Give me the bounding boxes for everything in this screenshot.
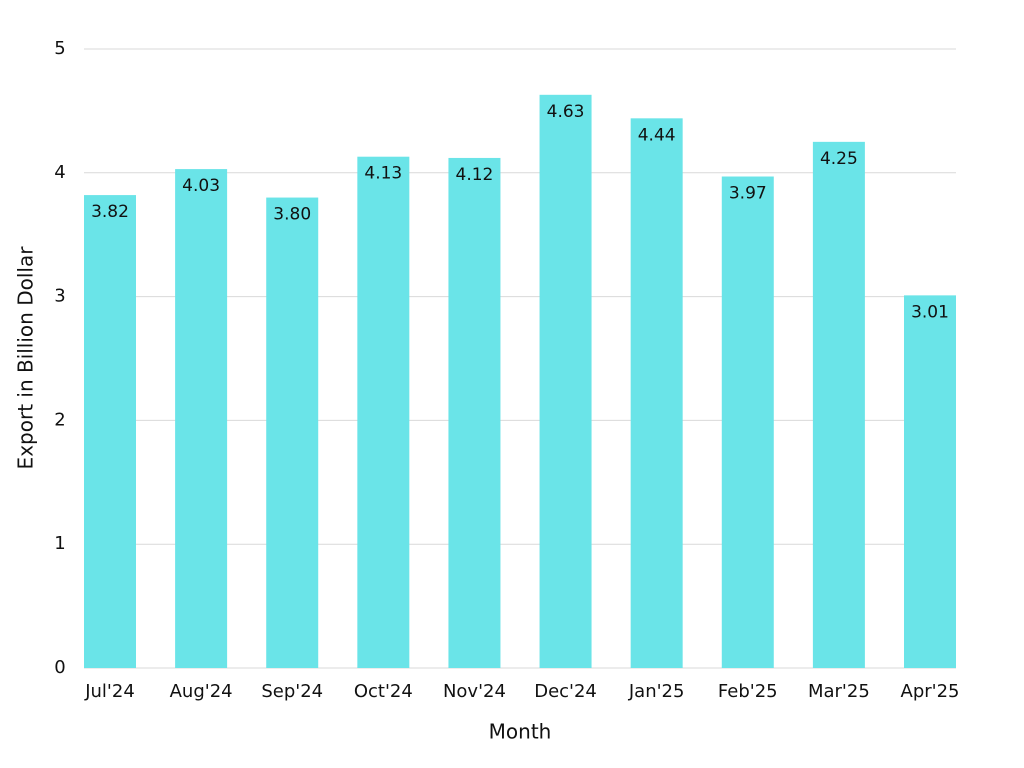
x-tick-label: Oct'24 — [354, 681, 413, 702]
value-label: 4.25 — [820, 149, 858, 169]
x-tick-label: Feb'25 — [718, 681, 778, 702]
y-tick-label: 4 — [54, 162, 65, 183]
value-label: 3.82 — [91, 202, 129, 222]
x-tick-label: Aug'24 — [170, 681, 233, 702]
y-axis-title: Export in Billion Dollar — [14, 246, 38, 470]
bar — [84, 195, 136, 669]
y-tick-label: 0 — [54, 657, 65, 678]
value-label: 4.13 — [364, 164, 402, 184]
x-axis-title: Month — [489, 720, 552, 744]
y-tick-label: 2 — [54, 409, 65, 430]
x-tick-label: Dec'24 — [534, 681, 597, 702]
x-tick-label: Mar'25 — [808, 681, 870, 702]
bar — [266, 197, 319, 668]
bar — [721, 176, 774, 669]
y-tick-label: 3 — [54, 286, 65, 307]
bar — [812, 141, 865, 669]
value-label: 3.97 — [729, 184, 767, 204]
value-label: 3.80 — [273, 205, 311, 225]
value-label: 4.44 — [638, 125, 676, 145]
value-label: 4.03 — [182, 176, 220, 196]
value-label: 3.01 — [911, 302, 949, 322]
x-tick-label: Jan'25 — [628, 681, 685, 702]
bar — [357, 156, 410, 668]
bar — [539, 94, 592, 668]
y-tick-label: 1 — [54, 533, 65, 554]
bar — [175, 169, 228, 668]
value-label: 4.63 — [547, 102, 585, 122]
bar — [904, 295, 956, 668]
x-tick-label: Nov'24 — [443, 681, 506, 702]
x-tick-label: Sep'24 — [261, 681, 323, 702]
y-tick-label: 5 — [54, 38, 65, 59]
x-tick-label: Apr'25 — [901, 681, 960, 702]
bar — [448, 157, 501, 668]
bar — [630, 118, 683, 668]
x-tick-label: Jul'24 — [84, 681, 135, 702]
value-label: 4.12 — [456, 165, 494, 185]
